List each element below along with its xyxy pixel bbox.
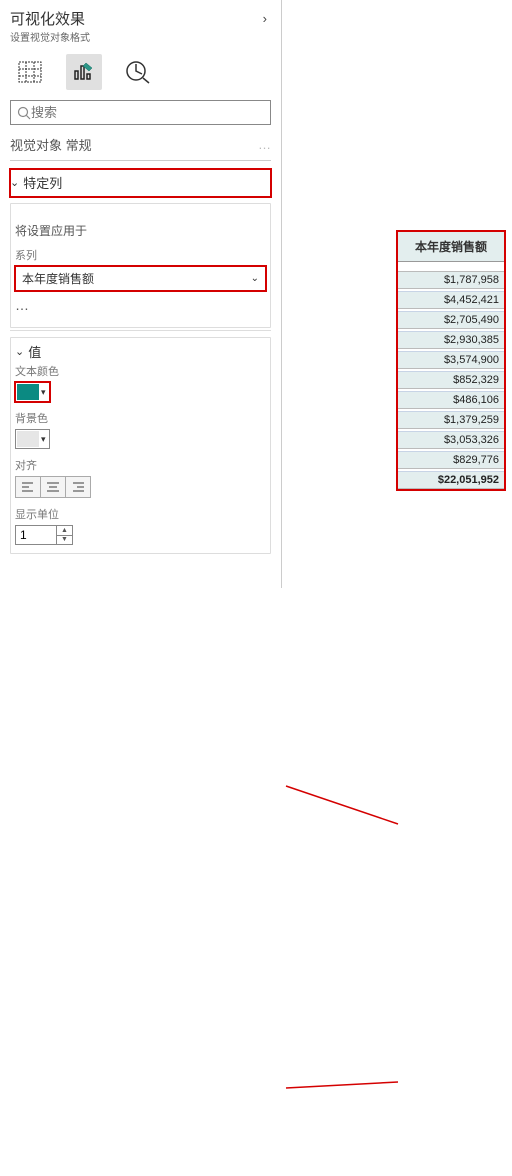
series-label: 系列 [11,245,270,265]
bg-color-swatch [17,431,39,447]
table-row: $2,930,385 [398,332,504,349]
search-box[interactable] [10,100,271,125]
table-row: $1,379,259 [398,412,504,429]
chevron-down-icon: ⌄ [251,273,259,284]
search-input[interactable] [31,105,264,120]
preview-table: 本年度销售额 $1,787,958 $4,452,421 $2,705,490 $2,… [396,230,506,491]
step-down-icon[interactable]: ▼ [57,536,72,545]
bg-color-picker[interactable]: ▾ [15,429,50,449]
chevron-down-icon: ⌄ [15,345,24,358]
chevron-down-icon: ▾ [39,434,48,445]
align-buttons [15,476,266,498]
format-panel: 可视化效果 › 设置视觉对象格式 视觉对象 常规 … ⌄ 特定列 将设置应用于 … [0,0,282,588]
unit-input[interactable]: ▲▼ [15,525,73,545]
table-total: $22,051,952 [398,472,504,489]
table-row: $2,705,490 [398,312,504,329]
expand-icon[interactable]: › [259,9,271,28]
table-row: $1,787,958 [398,272,504,289]
tabs-more-icon[interactable]: … [258,137,271,152]
align-label: 对齐 [11,455,270,475]
text-color-swatch [17,384,39,400]
mode-icon-row [10,48,271,100]
value-header[interactable]: ⌄ 值 [11,342,270,361]
bg-color-label: 背景色 [11,408,270,428]
more-options[interactable]: … [11,295,270,323]
table-header: 本年度销售额 [398,232,504,262]
fields-icon[interactable] [12,54,48,90]
apply-to-card: 将设置应用于 系列 本年度销售额 ⌄ … [10,203,271,328]
series-dropdown[interactable]: 本年度销售额 ⌄ [15,266,266,291]
callout-lines [0,588,512,1176]
table-row: $852,329 [398,372,504,389]
align-right-button[interactable] [65,476,91,498]
text-color-picker[interactable]: ▾ [15,382,50,402]
step-up-icon[interactable]: ▲ [57,526,72,536]
table-row: $829,776 [398,452,504,469]
tabs-label[interactable]: 视觉对象 常规 [10,135,92,154]
align-left-button[interactable] [15,476,41,498]
preview-table-box: 本年度销售额 $1,787,958 $4,452,421 $2,705,490 $2,… [396,230,506,491]
divider [10,330,271,331]
specific-column-header[interactable]: ⌄ 特定列 [10,169,271,197]
apply-to-label: 将设置应用于 [11,210,270,245]
panel-header: 可视化效果 › [10,8,271,31]
unit-value[interactable] [16,526,56,544]
table-rows: $1,787,958 $4,452,421 $2,705,490 $2,930,385… [398,272,504,489]
value-card: ⌄ 值 文本颜色 ▾ 背景色 ▾ 对齐 显示单位 ▲▼ [10,337,271,554]
table-row: $4,452,421 [398,292,504,309]
unit-label: 显示单位 [11,504,270,524]
table-gap [398,262,504,272]
unit-stepper[interactable]: ▲▼ [56,526,72,544]
table-row: $3,053,326 [398,432,504,449]
format-tabs[interactable]: 视觉对象 常规 … [10,135,271,161]
panel-subtitle: 设置视觉对象格式 [10,29,271,44]
align-center-button[interactable] [40,476,66,498]
analytics-icon[interactable] [120,54,156,90]
panel-title: 可视化效果 [10,8,85,29]
chevron-down-icon: ⌄ [10,176,19,189]
search-icon [17,106,31,120]
specific-column-title: 特定列 [23,173,62,192]
table-row: $486,106 [398,392,504,409]
chevron-down-icon: ▾ [39,387,48,398]
series-value: 本年度销售额 [22,270,94,287]
value-title: 值 [28,342,41,361]
table-row: $3,574,900 [398,352,504,369]
format-icon[interactable] [66,54,102,90]
text-color-label: 文本颜色 [11,361,270,381]
